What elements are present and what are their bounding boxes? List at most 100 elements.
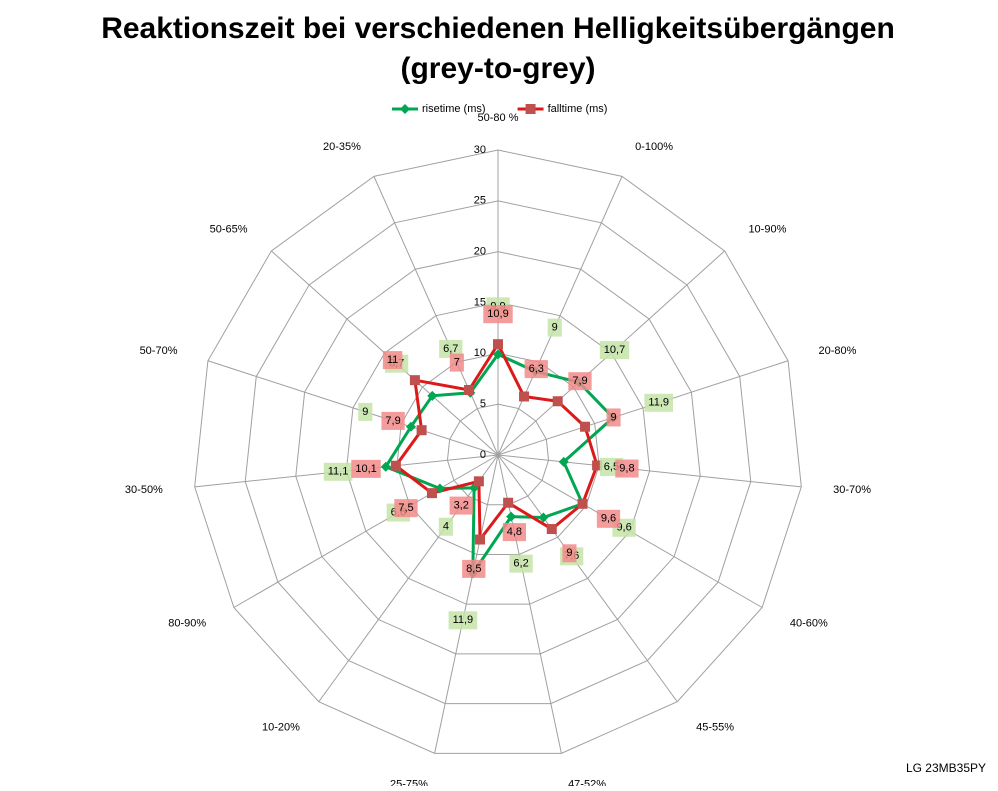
chart-title: Reaktionszeit bei verschiedenen Helligke… — [101, 12, 895, 45]
data-label-box — [615, 459, 639, 478]
legend-marker — [400, 104, 410, 114]
data-label-group: 10,7 — [599, 341, 630, 360]
marker — [538, 512, 549, 523]
data-label-group: 4 — [438, 517, 453, 536]
data-label-box — [596, 509, 621, 528]
data-label: 9 — [552, 321, 558, 333]
category-label: 47-52% — [568, 779, 606, 786]
data-label: 9 — [566, 547, 572, 559]
spoke — [497, 176, 623, 456]
category-label: 25-75% — [390, 779, 428, 786]
series-line — [393, 341, 599, 544]
annotation: LG 23MB35PY — [906, 761, 986, 775]
data-label-group: 9 — [606, 408, 621, 427]
data-label-box — [524, 360, 548, 379]
category-label: 0-100% — [635, 141, 673, 153]
data-label: 7,9 — [385, 415, 400, 427]
r-tick-label: 15 — [474, 296, 486, 308]
marker — [416, 425, 427, 436]
data-label-box — [502, 523, 527, 542]
data-label-group: 7,5 — [394, 499, 418, 518]
spoke — [434, 454, 499, 754]
data-label-box — [606, 408, 621, 427]
category-label: 50-80 % — [478, 112, 519, 124]
marker — [493, 349, 503, 360]
legend-label: risetime (ms) — [422, 103, 486, 115]
data-label-box — [323, 462, 353, 481]
data-label-box — [382, 351, 403, 370]
data-label-box — [483, 305, 513, 324]
legend-label: falltime (ms) — [548, 103, 608, 115]
data-label-group: 7 — [449, 353, 464, 372]
data-label: 10,7 — [604, 344, 625, 356]
r-tick-label: 0 — [480, 449, 486, 461]
data-label: 9 — [362, 406, 368, 418]
data-label: 10,9 — [487, 308, 508, 320]
data-label: 9 — [610, 411, 616, 423]
legend-marker — [525, 104, 536, 114]
grid-ring — [194, 149, 802, 754]
data-label-box — [562, 544, 577, 563]
spoke — [497, 454, 678, 703]
data-label-group: 8,5 — [462, 559, 486, 578]
data-label-group: 11,9 — [448, 611, 478, 630]
data-label-group: 9 — [562, 544, 577, 563]
data-label-group: 9 — [358, 402, 373, 421]
data-label-group: 10,1 — [351, 459, 381, 478]
data-label-box — [351, 459, 381, 478]
marker — [546, 524, 557, 535]
category-label: 80-90% — [168, 617, 206, 629]
grid-ring — [295, 251, 701, 655]
data-label-group: 11 — [382, 351, 403, 370]
data-label: 9,6 — [601, 513, 616, 525]
category-label: 20-80% — [819, 345, 857, 357]
data-label: 3,2 — [454, 499, 469, 511]
data-label-box — [644, 393, 674, 412]
data-label: 11,9 — [648, 397, 669, 409]
marker — [390, 460, 401, 471]
category-label: 30-70% — [833, 484, 871, 496]
data-label: 9,6 — [616, 522, 631, 534]
marker — [426, 488, 437, 499]
grid-ring — [345, 301, 651, 605]
grid — [194, 149, 802, 754]
data-label-group: 7,9 — [381, 411, 405, 430]
r-tick-label: 25 — [474, 195, 486, 207]
chart-subtitle: (grey-to-grey) — [400, 52, 595, 85]
spoke — [497, 454, 802, 488]
grid-ring — [244, 200, 752, 705]
data-label-box — [462, 559, 486, 578]
data-label: 6,3 — [529, 363, 544, 375]
data-label-box — [449, 496, 473, 515]
category-label: 50-65% — [210, 223, 248, 235]
marker — [580, 421, 591, 432]
data-label-box — [438, 517, 453, 536]
data-label: 4 — [443, 521, 449, 533]
data-label-box — [449, 353, 464, 372]
data-label-box — [547, 318, 562, 337]
marker — [475, 534, 486, 545]
category-label: 20-35% — [323, 141, 361, 153]
data-label-group: 11,1 — [323, 462, 353, 481]
data-label: 11,1 — [328, 466, 349, 478]
data-label: 6,7 — [443, 343, 458, 355]
category-label: 10-90% — [748, 223, 786, 235]
data-label-box — [381, 411, 405, 430]
data-label: 4,8 — [507, 526, 522, 538]
marker — [503, 497, 514, 508]
data-label-box — [568, 372, 592, 391]
marker — [493, 339, 503, 350]
data-label-group: 6,3 — [524, 360, 548, 379]
data-label-group: 3,2 — [449, 496, 473, 515]
data-label: 11,9 — [453, 614, 474, 626]
category-label: 50-70% — [140, 345, 178, 357]
marker — [558, 456, 569, 467]
marker — [380, 461, 391, 472]
marker — [427, 390, 438, 401]
data-label-box — [509, 554, 533, 573]
data-label-group: 10,9 — [483, 305, 513, 324]
data-label-box — [439, 339, 463, 358]
marker — [552, 396, 563, 407]
data-label: 7,9 — [572, 375, 587, 387]
